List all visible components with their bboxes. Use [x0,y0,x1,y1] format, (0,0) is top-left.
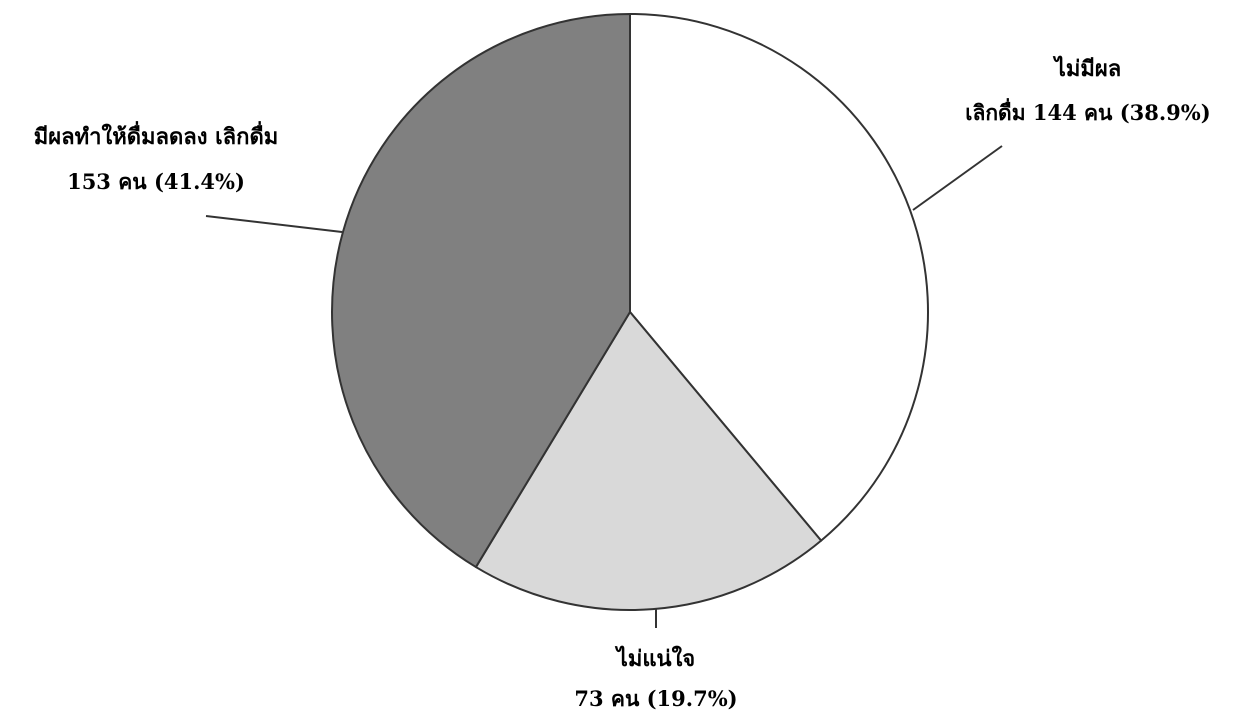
pie-slice-reduced [331,13,631,569]
slice-label-no-effect-line2: เลิกดื่ม 144 คน (38.9%) [965,97,1210,125]
leader-line-no-effect [912,145,1003,211]
slice-label-no-effect-line1: ไม่มีผล [1053,55,1121,82]
leader-line-reduced [205,215,343,233]
slices-layer [331,13,929,611]
pie-slice-not-sure [474,311,823,611]
slice-label-reduced-line2: 153 คน (41.4%) [67,169,245,194]
leader-lines-layer [205,145,1003,628]
slice-label-not-sure-line1: ไม่แน่ใจ [615,645,695,672]
slice-label-reduced-line1: มีผลทำให้ดื่มลดลง เลิกดื่ม [34,120,279,150]
pie-slice-no-effect [629,13,929,542]
slice-label-not-sure-line2: 73 คน (19.7%) [574,686,737,711]
labels-layer: ไม่มีผล เลิกดื่ม 144 คน (38.9%) ไม่แน่ใจ… [34,55,1211,711]
